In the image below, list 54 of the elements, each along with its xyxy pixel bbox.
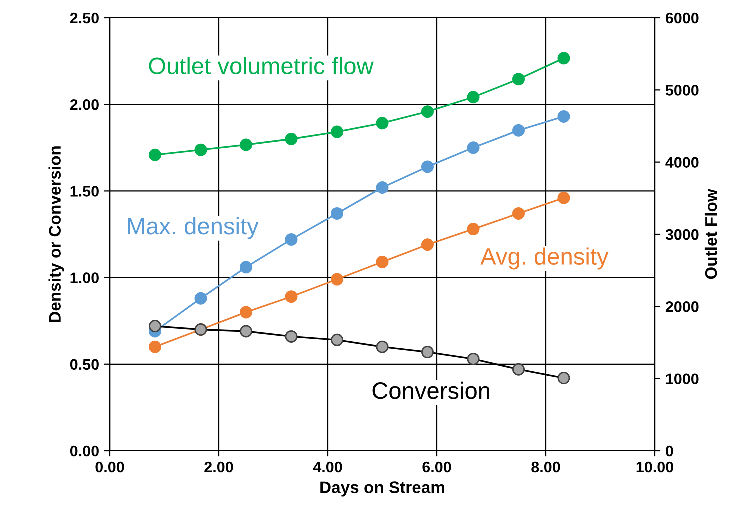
x-tick-label: 4.00 (313, 462, 342, 473)
y-tick-label: 1.00 (70, 272, 99, 284)
x-axis-title: Days on Stream (320, 482, 444, 497)
y2-tick-label: 0 (666, 446, 674, 457)
point (558, 192, 570, 204)
point (331, 207, 344, 220)
point (240, 261, 252, 274)
point (421, 106, 434, 118)
point (467, 223, 480, 236)
y2-tick-label: 1000 (666, 374, 699, 385)
x-tick-label: 10.00 (636, 462, 674, 473)
point (285, 233, 298, 246)
y2-tick-label: 3000 (666, 229, 699, 240)
point (376, 256, 389, 268)
y2-tick-label: 2000 (666, 302, 699, 312)
y-tick-label: 0.00 (70, 446, 99, 457)
x-tick-label: 2.00 (204, 462, 234, 473)
point (558, 110, 570, 123)
point (240, 306, 252, 319)
point (512, 73, 525, 86)
point (376, 181, 389, 194)
point (240, 138, 252, 152)
y2-axis-title: Outlet Flow (704, 189, 718, 280)
point (558, 52, 570, 65)
y-tick-label: 0.50 (70, 359, 99, 370)
y2-tick-label: 6000 (666, 12, 699, 24)
y-tick-label: 2.00 (70, 99, 99, 110)
point (376, 117, 389, 130)
point (512, 124, 525, 137)
point (331, 273, 344, 286)
y2-tick-label: 5000 (666, 85, 699, 96)
x-tick-label: 0.00 (96, 462, 124, 473)
point (331, 126, 344, 138)
series-label: Avg. density (480, 248, 609, 270)
point (421, 160, 434, 174)
point (148, 148, 162, 162)
point (512, 207, 525, 220)
point (285, 132, 298, 146)
point (467, 91, 480, 104)
point (421, 238, 434, 252)
y2-tick-label: 4000 (666, 157, 699, 168)
x-tick-label: 6.00 (422, 462, 452, 473)
y-tick-label: 1.50 (70, 186, 99, 197)
series-label: Max. density (128, 217, 259, 240)
x-tick-label: 8.00 (532, 462, 560, 473)
y-tick-label: 2.50 (70, 12, 99, 24)
point (148, 340, 162, 354)
y-axis-title: Density or Conversion (48, 146, 64, 322)
point (194, 144, 208, 156)
point (285, 290, 298, 304)
point (467, 142, 480, 154)
point (194, 292, 208, 305)
series-label: Conversion (372, 382, 490, 400)
series-label: Outlet volumetric flow (149, 57, 374, 75)
